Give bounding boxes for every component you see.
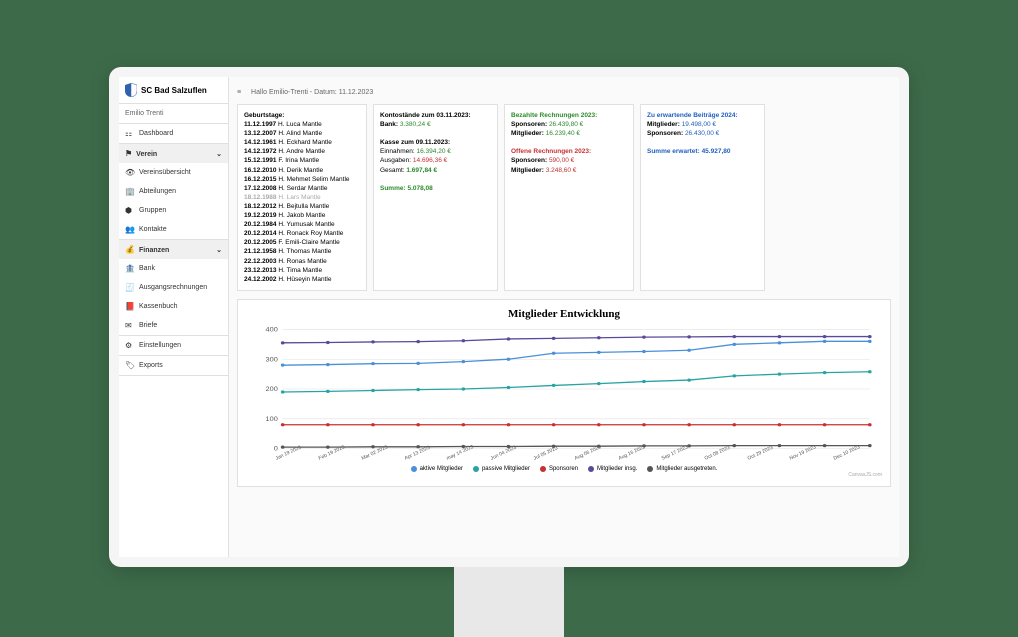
- rechnungen-card: Bezahlte Rechnungen 2023: Sponsoren: 26.…: [504, 104, 634, 291]
- nav-kassenbuch[interactable]: 📕Kassenbuch: [119, 297, 228, 316]
- group-icon: ⬢: [125, 206, 135, 215]
- flag-icon: ⚑: [125, 149, 132, 158]
- topbar: ≡ Hallo Emilio-Trenti - Datum: 11.12.202…: [237, 85, 891, 104]
- svg-text:100: 100: [266, 416, 278, 423]
- nav-finanzen[interactable]: 💰Finanzen⌄: [119, 240, 228, 259]
- contacts-icon: 👥: [125, 225, 135, 234]
- birthday-item: 24.12.2002 H. Hüseyin Mantle: [244, 275, 360, 284]
- app-name: SC Bad Salzuflen: [141, 86, 207, 95]
- svg-text:300: 300: [266, 356, 278, 363]
- letter-icon: ✉: [125, 321, 135, 330]
- konto-title: Kontostände zum 03.11.2023:: [380, 112, 471, 119]
- birthday-item: 16.12.2010 H. Derik Mantle: [244, 166, 360, 175]
- birthday-item: 16.12.2015 H. Mehmet Selim Mantle: [244, 175, 360, 184]
- chart-container: Mitglieder Entwicklung 0 100 200 300 400 Jan…: [237, 299, 891, 487]
- birthday-item: 15.12.1991 F. Irina Mantle: [244, 156, 360, 165]
- export-icon: 🏷: [125, 361, 135, 370]
- birthday-item: 20.12.2005 F. Emili-Claire Mantle: [244, 238, 360, 247]
- birthday-item: 20.12.1984 H. Yumusak Mantle: [244, 220, 360, 229]
- money-icon: 💰: [125, 245, 135, 254]
- birthdays-card: Geburtstage: 11.12.1997 H. Luca Mantle13…: [237, 104, 367, 291]
- dashboard-icon: ⚏: [125, 129, 135, 138]
- app-logo: SC Bad Salzuflen: [119, 77, 228, 104]
- legend-item: Mitglieder insg.: [588, 466, 637, 472]
- birthday-item: 14.12.1972 H. Andre Mantle: [244, 147, 360, 156]
- legend-item: Sponsoren: [540, 466, 578, 472]
- invoice-icon: 🧾: [125, 283, 135, 292]
- chart-x-labels: Jan 19 2023Feb 19 2023Mar 02 2023Apr 13 …: [246, 454, 882, 462]
- birthday-item: 19.12.2019 H. Jakob Mantle: [244, 211, 360, 220]
- hamburger-icon[interactable]: ≡: [237, 89, 241, 96]
- nav-briefe[interactable]: ✉Briefe: [119, 316, 228, 335]
- eye-icon: 👁: [125, 168, 135, 177]
- book-icon: 📕: [125, 302, 135, 311]
- greeting-text: Hallo Emilio-Trenti - Datum: 11.12.2023: [251, 89, 373, 96]
- chart-credit: CanvasJS.com: [246, 472, 882, 478]
- nav-kontakte[interactable]: 👥Kontakte: [119, 220, 228, 239]
- birthdays-title: Geburtstage:: [244, 112, 284, 119]
- nav-einstellungen[interactable]: ⚙Einstellungen: [119, 336, 228, 355]
- birthday-item: 14.12.1961 H. Eckhard Mantle: [244, 138, 360, 147]
- user-name: Emilio Trenti: [119, 104, 228, 124]
- main-content: ≡ Hallo Emilio-Trenti - Datum: 11.12.202…: [229, 77, 899, 557]
- birthday-item: 20.12.2014 H. Ronack Roy Mantle: [244, 229, 360, 238]
- nav-gruppen[interactable]: ⬢Gruppen: [119, 201, 228, 220]
- birthday-item: 11.12.1997 H. Luca Mantle: [244, 120, 360, 129]
- sidebar: SC Bad Salzuflen Emilio Trenti ⚏Dashboar…: [119, 77, 229, 557]
- birthday-item: 18.12.2012 H. Bejtulla Mantle: [244, 202, 360, 211]
- svg-text:200: 200: [266, 386, 278, 393]
- legend-item: passive Mitglieder: [473, 466, 530, 472]
- bank-icon: 🏦: [125, 264, 135, 273]
- birthday-item: 18.12.1988 H. Lars Mantle: [244, 193, 360, 202]
- beitraege-card: Zu erwartende Beiträge 2024: Mitglieder:…: [640, 104, 765, 291]
- chevron-down-icon: ⌄: [216, 246, 222, 254]
- svg-text:400: 400: [266, 327, 278, 334]
- nav-verein[interactable]: ⚑Verein⌄: [119, 144, 228, 163]
- nav-abteilungen[interactable]: 🏢Abteilungen: [119, 182, 228, 201]
- chart: 0 100 200 300 400: [246, 324, 882, 454]
- legend-item: Mitglieder ausgetreten.: [647, 466, 717, 472]
- birthday-item: 22.12.2003 H. Ronas Mantle: [244, 257, 360, 266]
- nav-exports[interactable]: 🏷Exports: [119, 356, 228, 375]
- svg-text:0: 0: [274, 446, 278, 453]
- birthday-item: 21.12.1958 H. Thomas Mantle: [244, 247, 360, 256]
- konto-card: Kontostände zum 03.11.2023: Bank: 3.380,…: [373, 104, 498, 291]
- nav-dashboard[interactable]: ⚏Dashboard: [119, 124, 228, 143]
- birthday-item: 23.12.2013 H. Tima Mantle: [244, 266, 360, 275]
- chevron-down-icon: ⌄: [216, 150, 222, 158]
- chart-title: Mitglieder Entwicklung: [246, 308, 882, 320]
- nav-ausgangsrechnungen[interactable]: 🧾Ausgangsrechnungen: [119, 278, 228, 297]
- shield-icon: [125, 83, 137, 97]
- birthday-item: 17.12.2008 H. Serdar Mantle: [244, 184, 360, 193]
- gear-icon: ⚙: [125, 341, 135, 350]
- legend-item: aktive Mitglieder: [411, 466, 463, 472]
- birthday-item: 13.12.2007 H. Alind Mantle: [244, 129, 360, 138]
- nav-vereinsuebersicht[interactable]: 👁Vereinsübersicht: [119, 163, 228, 182]
- building-icon: 🏢: [125, 187, 135, 196]
- nav-bank[interactable]: 🏦Bank: [119, 259, 228, 278]
